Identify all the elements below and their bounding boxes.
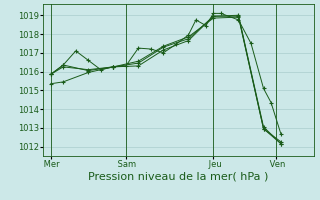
X-axis label: Pression niveau de la mer( hPa ): Pression niveau de la mer( hPa ) [88,172,268,182]
